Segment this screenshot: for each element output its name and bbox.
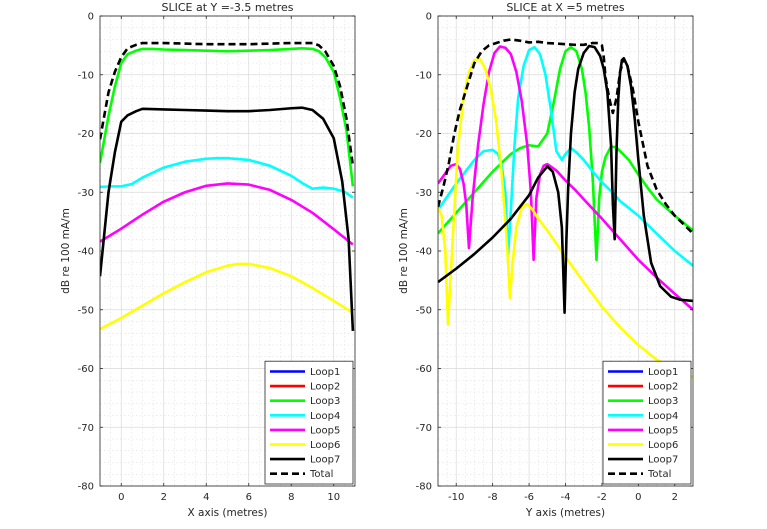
left-ticks: 0 2 4 6 8 10 0 -10 -20 -30 -40 -50 -60 -70 -80 [78,12,355,503]
left-legend-label-loop6: Loop6 [310,440,340,451]
right-x-tick-label: -8 [488,492,498,503]
left-major-grid [100,15,355,487]
left-series-loop7 [100,106,355,331]
left-y-tick-label: -50 [78,305,94,316]
right-legend-label-loop3: Loop3 [648,396,678,407]
right-x-tick-label: 2 [672,492,678,503]
left-x-tick-label: 0 [118,492,124,503]
left-legend-label-total: Total [309,469,333,480]
right-y-tick-label: -80 [416,482,432,493]
left-y-axis-label: dB re 100 mA/m [60,208,72,294]
left-x-tick-label: 10 [327,492,340,503]
left-legend-box [264,360,354,485]
right-y-tick-label: -30 [416,188,432,199]
left-series-loop4 [100,156,354,199]
left-legend-label-loop2: Loop2 [310,382,340,393]
left-legend-label-loop1: Loop1 [310,367,340,378]
left-chart: 0 2 4 6 8 10 0 -10 -20 -30 -40 -50 -60 -70 -80 SLICE at… [60,1,356,519]
right-legend-label-loop7: Loop7 [648,455,678,466]
left-series-total [100,41,355,166]
right-legend-box [602,360,692,485]
right-x-tick-label: -10 [448,492,464,503]
right-series-loop5 [438,45,693,311]
left-legend-label-loop3: Loop3 [310,396,340,407]
left-x-tick-label: 4 [203,492,209,503]
right-legend-label-loop4: Loop4 [648,411,678,422]
right-x-tick-label: 0 [635,492,641,503]
right-legend-label-total: Total [647,469,671,480]
right-y-tick-label: -20 [416,129,432,140]
left-y-tick-label: -40 [78,247,94,258]
left-y-tick-label: -70 [78,423,94,434]
left-series-loop3 [100,47,355,187]
right-y-tick-label: -10 [416,70,432,81]
right-series-loop7 [438,44,693,314]
left-y-tick-label: -80 [78,482,94,493]
right-y-tick-label: 0 [426,12,432,23]
right-x-tick-label: -6 [524,492,534,503]
left-legend-label-loop5: Loop5 [310,425,340,436]
left-x-axis-label: X axis (metres) [188,507,268,519]
right-series-loop3 [438,45,693,262]
right-legend: Loop1 Loop2 Loop3 Loop4 Loop5 Loop6 Loop7 Total [602,360,692,485]
left-y-tick-label: -60 [78,364,94,375]
right-y-tick-label: -60 [416,364,432,375]
left-chart-title: SLICE at Y =-3.5 metres [162,1,294,14]
left-y-tick-label: 0 [88,12,94,23]
left-series-group [100,41,355,331]
left-x-tick-label: 6 [246,492,252,503]
left-series-loop5 [100,182,354,246]
right-legend-label-loop6: Loop6 [648,440,678,451]
left-x-tick-label: 2 [161,492,167,503]
right-chart: -10 -8 -6 -4 -2 0 20-10-20-30-40-50-60-70-80SL… [398,1,694,519]
left-y-tick-label: -10 [78,70,94,81]
right-legend-label-loop5: Loop5 [648,425,678,436]
right-x-tick-label: -2 [597,492,607,503]
right-y-axis-label: dB re 100 mA/m [398,208,410,294]
left-legend: Loop1 Loop2 Loop3 Loop4 Loop5 Loop6 Loop7 Total [264,360,354,485]
right-chart-title: SLICE at X =5 metres [506,1,625,14]
right-ticks: -10 -8 -6 -4 -2 0 20-10-20-30-40-50-60-70-80 [416,12,693,503]
right-y-tick-label: -50 [416,305,432,316]
left-legend-label-loop7: Loop7 [310,455,340,466]
right-y-tick-label: -70 [416,423,432,434]
left-y-tick-label: -30 [78,188,94,199]
right-series-total [438,38,693,235]
left-series-loop6 [100,262,354,331]
right-series-group [438,38,693,379]
right-legend-label-loop2: Loop2 [648,382,678,393]
left-legend-label-loop4: Loop4 [310,411,340,422]
left-y-tick-label: -20 [78,129,94,140]
right-x-tick-label: -4 [561,492,571,503]
right-series-loop6 [438,57,693,379]
right-y-tick-label: -40 [416,247,432,258]
right-x-axis-label: Y axis (metres) [525,507,605,519]
right-legend-label-loop1: Loop1 [648,367,678,378]
left-x-tick-label: 8 [288,492,294,503]
